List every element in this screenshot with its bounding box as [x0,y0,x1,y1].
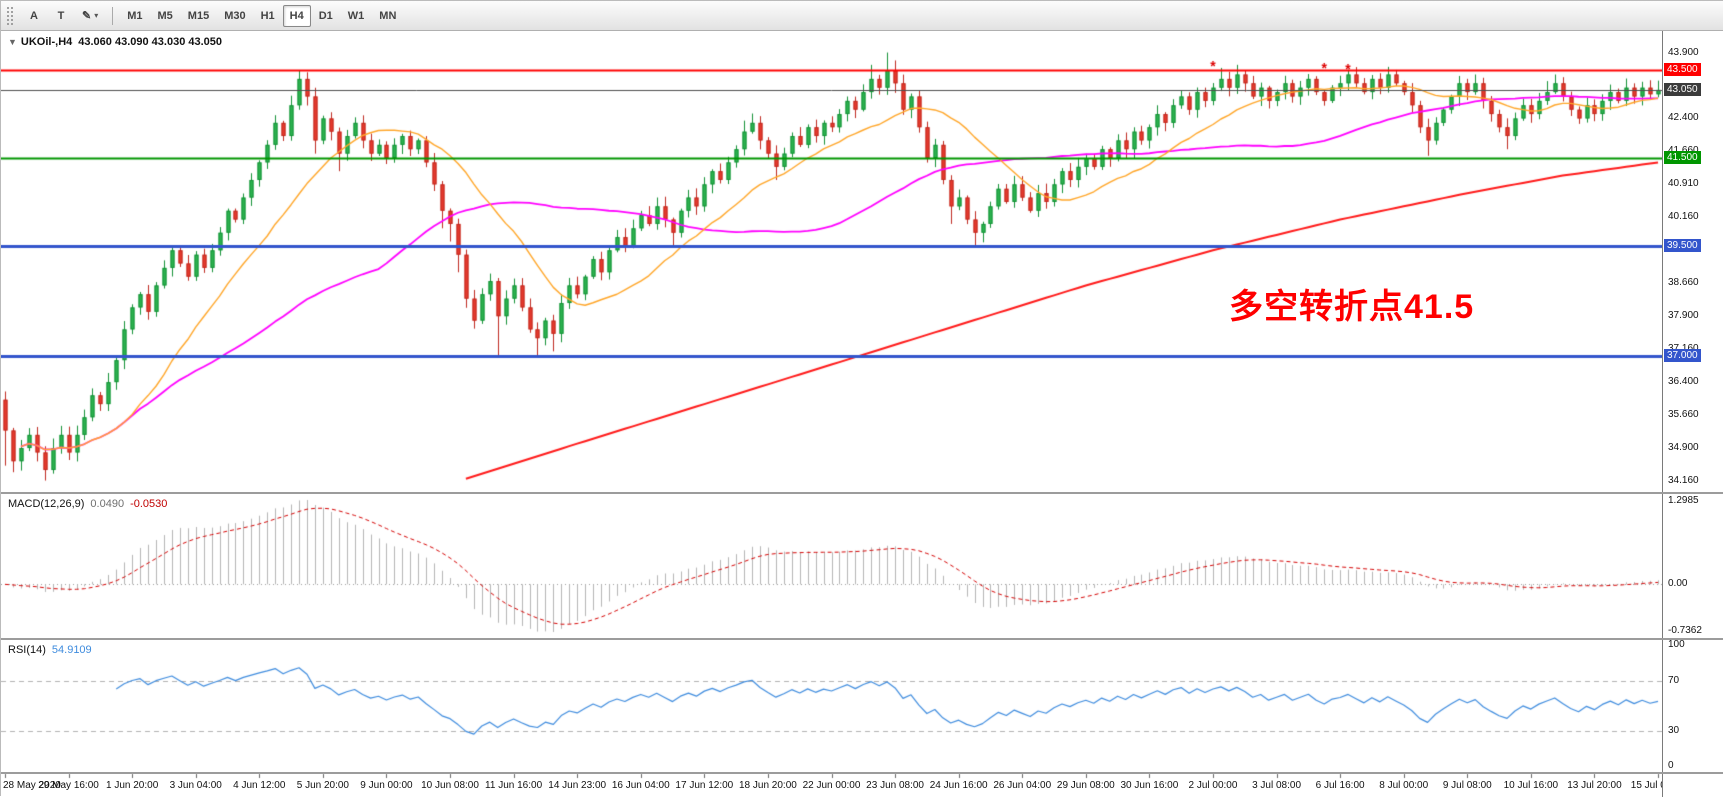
period-button-h4[interactable]: H4 [282,4,311,27]
symbol-period-label: UKOil-,H4 [20,36,73,48]
time-axis-label: 6 Jul 16:00 [1315,780,1365,791]
time-axis-label: 17 Jun 12:00 [675,780,734,791]
panel-splitter[interactable] [1,772,1723,774]
time-axis-label: 24 Jun 16:00 [929,780,988,791]
time-axis-label: 29 May 16:00 [38,780,99,791]
toolbar-drag-handle-icon[interactable] [6,5,15,26]
time-axis[interactable]: 28 May 2020 29 May 16:00 1 Jun 20:00 3 Jun … [1,774,1662,797]
time-axis-label: 10 Jul 16:00 [1503,780,1559,791]
rsi-axis-label: 70 [1668,675,1680,687]
time-axis-label: 23 Jun 08:00 [866,780,924,791]
text-tool-button[interactable]: T [57,9,65,22]
chevron-down-icon: ▾ [94,11,99,20]
draw-tool-button[interactable]: ✎ ▾ [82,10,99,22]
time-axis-label: 1 Jun 20:00 [105,780,159,791]
time-axis-label: 11 Jun 16:00 [485,780,543,791]
time-axis-label: 14 Jun 23:00 [548,780,607,791]
price-badge-blue: 37.000 [1664,348,1701,362]
time-axis-label: 13 Jul 20:00 [1567,780,1622,791]
price-badge-current: 43.050 [1664,82,1701,96]
time-axis-label: 26 Jun 04:00 [993,780,1052,791]
macd-axis-top-label: 1.2985 [1668,495,1699,506]
price-badge-green: 41.500 [1664,151,1701,164]
price-tick-label: 40.160 [1668,210,1699,222]
period-button-w1[interactable]: W1 [347,9,365,22]
time-axis-label: 28 May 2020 [3,780,61,791]
price-tick-label: 42.400 [1668,112,1699,124]
period-button-m5[interactable]: M5 [157,9,173,22]
rsi-name: RSI(14) [8,644,46,656]
time-axis-label: 16 Jun 04:00 [611,780,670,791]
rsi-axis-label: 100 [1668,639,1685,650]
price-tick-label: 41.660 [1668,145,1699,157]
time-axis-label: 2 Jul 00:00 [1188,780,1238,791]
time-axis-label: 9 Jul 08:00 [1442,780,1492,791]
price-tick-label: 40.910 [1668,177,1699,189]
macd-axis-zero-label: 0.00 [1668,578,1688,590]
price-tick-label: 34.900 [1668,442,1699,454]
price-chart-canvas[interactable] [1,31,1662,797]
period-button-m30[interactable]: M30 [224,9,246,22]
chart-title: ▼ UKOil-,H4 43.060 43.090 43.030 43.050 [8,36,222,48]
chart-toolbar: A T ✎ ▾ M1 M5 M15 M30 H1 H4 D1 W1 MN [1,1,1723,31]
cursor-tool-button[interactable]: A [30,9,38,22]
time-axis-label: 9 Jun 00:00 [360,780,413,791]
time-axis-label: 22 Jun 00:00 [802,780,861,791]
macd-axis-bottom-label: -0.7362 [1668,625,1702,636]
macd-indicator-label: MACD(12,26,9) 0.0490 -0.0530 [8,498,167,510]
time-axis-label: 30 Jun 16:00 [1120,780,1179,791]
time-axis-label: 4 Jun 12:00 [233,780,286,791]
time-axis-label: 5 Jun 20:00 [296,780,349,791]
period-button-d1[interactable]: D1 [318,9,333,22]
time-axis-label: 3 Jun 04:00 [169,780,222,791]
panel-splitter[interactable] [1,638,1723,640]
period-button-m1[interactable]: M1 [127,9,143,22]
price-tick-label: 37.160 [1668,343,1699,355]
macd-name: MACD(12,26,9) [8,498,85,510]
price-tick-label: 34.160 [1668,474,1699,486]
price-badge-blue: 39.500 [1664,238,1701,252]
annotation-text[interactable]: 多空转折点41.5 [1229,288,1475,326]
macd-main-value: 0.0490 [90,498,125,510]
period-button-mn[interactable]: MN [379,9,397,22]
drawing-tools-group: A T ✎ ▾ [21,5,105,27]
price-tick-label: 43.900 [1668,46,1699,58]
chart-shift-marker-icon[interactable]: ▼ [8,37,17,47]
rsi-value: 54.9109 [51,644,92,656]
price-tick-label: 36.400 [1668,376,1699,388]
price-axis[interactable]: 43.900 43.500 43.050 42.400 41.66041.500 40.9… [1662,31,1723,797]
period-button-m15[interactable]: M15 [187,9,210,22]
price-tick-label: 37.900 [1668,310,1699,322]
rsi-axis-label: 0 [1668,760,1674,771]
chart-region: ▼ UKOil-,H4 43.060 43.090 43.030 43.050 MA… [1,31,1723,797]
time-axis-label: 10 Jun 08:00 [421,780,479,791]
timeframe-buttons-group: M1 M5 M15 M30 H1 H4 D1 W1 MN [120,4,403,27]
ohlc-values: 43.060 43.090 43.030 43.050 [78,36,223,48]
time-axis-label: 18 Jun 20:00 [738,780,797,791]
rsi-axis-label: 30 [1668,724,1680,736]
time-axis-label: 8 Jul 00:00 [1379,780,1429,791]
period-button-h1[interactable]: H1 [260,9,275,22]
macd-signal-value: -0.0530 [130,498,168,510]
panel-splitter[interactable] [1,492,1723,494]
toolbar-separator [112,6,114,25]
rsi-indicator-label: RSI(14) 54.9109 [8,644,92,656]
time-axis-label: 3 Jul 08:00 [1252,780,1302,791]
time-axis-label: 29 Jun 08:00 [1056,780,1115,791]
price-tick-label: 35.660 [1668,408,1699,420]
price-badge-red: 43.500 [1664,63,1701,77]
time-axis-label: 15 Jul 00:00 [1630,780,1662,791]
price-tick-label: 38.660 [1668,276,1699,288]
